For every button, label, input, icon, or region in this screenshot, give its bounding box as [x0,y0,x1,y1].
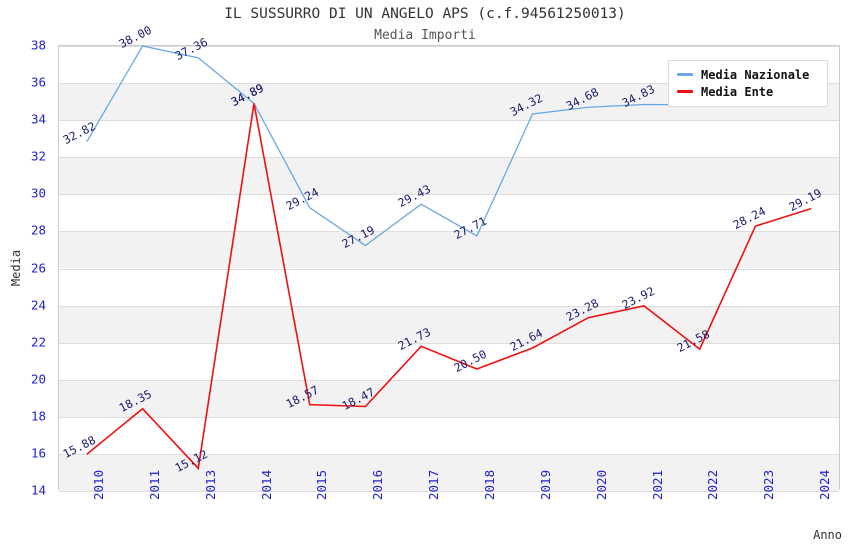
plot-band [59,453,839,491]
gridline [59,491,839,492]
plot-band [59,379,839,417]
x-axis-tick-label: 2010 [90,469,106,500]
gridline [59,416,839,418]
plot-band [59,157,839,195]
gridline [59,46,839,47]
y-axis-tick-label: 16 [30,445,46,461]
legend-label-ente: Media Ente [701,84,774,99]
legend-color-swatch-nazionale [677,73,693,76]
gridline [59,453,839,455]
legend-color-swatch-ente [677,90,693,93]
legend-item-ente[interactable]: Media Ente [677,83,819,100]
legend-label-nazionale: Media Nazionale [701,67,810,82]
chart-subtitle: Media Importi [374,28,476,43]
y-axis-tick-label: 30 [30,185,46,201]
gridline [59,120,839,122]
legend-item-nazionale[interactable]: Media Nazionale [677,66,819,83]
x-axis-tick-label: 2019 [537,469,553,500]
y-axis-tick-label: 38 [30,37,46,53]
series-lines [86,45,812,471]
x-axis-tick-label: 2022 [705,469,721,500]
x-axis-ticks: 2010 2011 2013 2014 2015 2016 2017 2018 2019 2020… [58,470,840,548]
chart-title: IL SUSSURRO DI UN ANGELO APS (c.f.945612… [224,6,626,22]
x-axis-tick-label: 2011 [146,469,162,500]
y-axis-tick-label: 22 [30,334,46,350]
gridline [59,194,839,196]
gridline [59,305,839,307]
x-axis-tick-label: 2015 [314,469,330,500]
y-axis-ticks: 14 16 18 20 22 24 26 28 30 32 34 36 38 [0,38,52,498]
x-axis-tick-label: 2014 [258,469,274,500]
gridline [59,83,839,85]
y-axis-tick-label: 32 [30,148,46,164]
plot-band [59,305,839,343]
y-axis-tick-label: 34 [30,111,46,127]
x-axis-tick-label: 2013 [202,469,218,500]
x-axis-tick-label: 2021 [649,469,665,500]
x-axis-tick-label: 2017 [426,469,442,500]
y-axis-tick-label: 36 [30,74,46,90]
series-line [86,103,812,471]
y-axis-tick-label: 28 [30,222,46,238]
y-axis-tick-label: 18 [30,408,46,424]
gridline [59,342,839,344]
chart-legend[interactable]: Media Nazionale Media Ente [668,60,828,107]
x-axis-tick-label: 2023 [761,469,777,500]
x-axis-tick-label: 2024 [817,469,833,500]
x-axis-label: Anno [813,528,842,542]
y-axis-tick-label: 24 [30,297,46,313]
x-axis-tick-label: 2018 [481,469,497,500]
x-axis-tick-label: 2020 [593,469,609,500]
gridline [59,157,839,159]
gridline [59,379,839,381]
y-axis-tick-label: 20 [30,371,46,387]
plot-band [59,231,839,269]
y-axis-tick-label: 26 [30,260,46,275]
y-axis-tick-label: 14 [30,482,46,498]
plot-area: 32.82 38.00 37.36 34.89 29.24 27.19 29.43 27.71… [58,23,840,492]
gridline [59,231,839,233]
x-axis-tick-label: 2016 [370,469,386,500]
gridline [59,268,839,270]
